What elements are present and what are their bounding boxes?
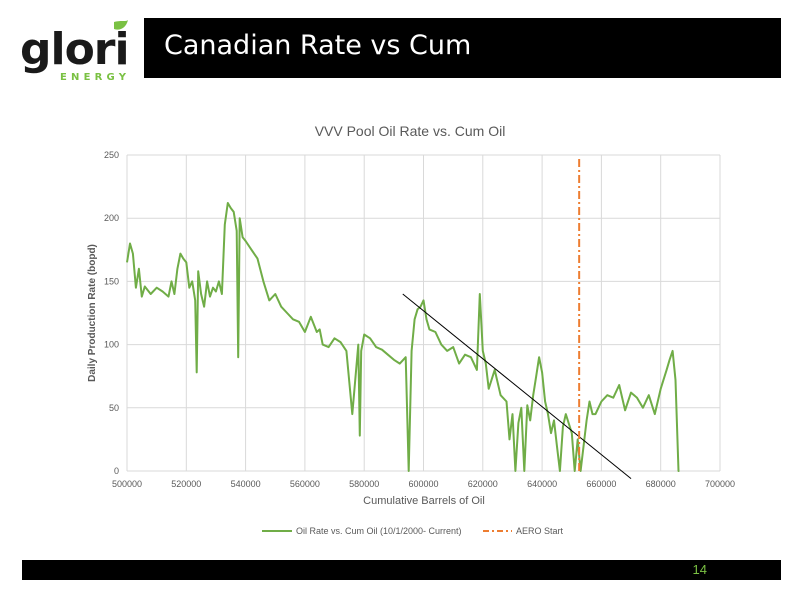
legend: Oil Rate vs. Cum Oil (10/1/2000- Current… bbox=[262, 526, 564, 536]
y-tick-label: 150 bbox=[104, 276, 119, 286]
y-tick-label: 250 bbox=[104, 150, 119, 160]
y-tick-label: 50 bbox=[109, 403, 119, 413]
x-tick-label: 620000 bbox=[468, 479, 498, 489]
chart-gridlines bbox=[126, 154, 721, 472]
x-tick-label: 680000 bbox=[646, 479, 676, 489]
x-tick-label: 600000 bbox=[408, 479, 438, 489]
footer-bar: 14 bbox=[22, 560, 781, 580]
x-tick-label: 580000 bbox=[349, 479, 379, 489]
x-tick-label: 540000 bbox=[231, 479, 261, 489]
y-tick-label: 200 bbox=[104, 213, 119, 223]
title-bar: Canadian Rate vs Cum bbox=[144, 18, 781, 78]
x-axis-label: Cumulative Barrels of Oil bbox=[363, 495, 485, 507]
logo-leaf-icon bbox=[114, 20, 128, 30]
x-tick-label: 560000 bbox=[290, 479, 320, 489]
slide-title: Canadian Rate vs Cum bbox=[164, 30, 472, 61]
x-tick-label: 520000 bbox=[171, 479, 201, 489]
legend-label-aero-start: AERO Start bbox=[516, 526, 564, 536]
x-tick-label: 660000 bbox=[586, 479, 616, 489]
y-axis-label: Daily Production Rate (bopd) bbox=[87, 244, 98, 382]
page-number: 14 bbox=[692, 562, 707, 577]
oil-rate-series-line bbox=[126, 202, 680, 472]
x-tick-label: 640000 bbox=[527, 479, 557, 489]
chart-ticks: 0 50 100 150 200 250 500000 520000 540000 560000 5… bbox=[104, 150, 735, 489]
chart-series bbox=[126, 157, 680, 479]
y-tick-label: 0 bbox=[114, 466, 119, 476]
y-tick-label: 100 bbox=[104, 340, 119, 350]
x-tick-label: 700000 bbox=[705, 479, 735, 489]
decline-trend-line bbox=[402, 293, 632, 479]
x-tick-label: 500000 bbox=[112, 479, 142, 489]
glori-energy-logo: glori ENERGY bbox=[20, 20, 130, 83]
logo-wordmark: glori bbox=[20, 24, 129, 75]
logo-subtitle: ENERGY bbox=[60, 72, 130, 83]
legend-label-oil-rate: Oil Rate vs. Cum Oil (10/1/2000- Current… bbox=[296, 526, 462, 536]
chart-title: VVV Pool Oil Rate vs. Cum Oil bbox=[315, 123, 506, 139]
